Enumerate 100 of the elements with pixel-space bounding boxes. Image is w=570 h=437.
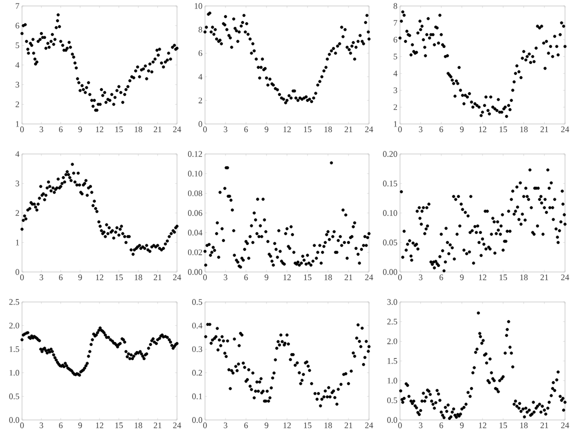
- x-tick-label: 3: [418, 422, 422, 428]
- x-tick-label: 15: [115, 422, 123, 428]
- y-tick-label: 0.12: [188, 151, 202, 157]
- x-tick-label: 3: [224, 126, 228, 132]
- x-tick-label: 6: [244, 274, 248, 280]
- x-tick-label: 0: [20, 274, 24, 280]
- x-tick-label: 18: [324, 126, 332, 132]
- x-tick-label: 9: [78, 274, 82, 280]
- y-tick-label: 4: [393, 70, 398, 76]
- y-tick-label: 5: [394, 54, 398, 60]
- x-tick-label: 12: [96, 126, 104, 132]
- x-tick-label: 15: [304, 274, 312, 280]
- x-tick-label: 24: [173, 274, 182, 280]
- x-tick-label: 15: [500, 126, 508, 132]
- y-tick-label: 0.2: [192, 370, 202, 376]
- y-tick-label: 0.3: [192, 346, 202, 352]
- x-tick-label: 24: [561, 274, 570, 280]
- y-tick-label: 2.5: [387, 318, 398, 325]
- x-tick-label: 3: [40, 422, 44, 428]
- x-tick-label: 18: [520, 274, 528, 280]
- x-tick-label: 21: [344, 274, 352, 280]
- y-tick-label: 1.5: [388, 358, 398, 364]
- x-tick-label: 0: [398, 422, 402, 428]
- x-tick-label: 15: [500, 422, 508, 428]
- x-tick-label: 18: [134, 422, 142, 428]
- y-tick-label: 2: [394, 104, 398, 110]
- x-tick-label: 12: [284, 422, 291, 428]
- y-tick-label: 0.08: [188, 190, 202, 196]
- x-tick-label: 15: [115, 126, 123, 132]
- y-tick-label: 0.0: [192, 417, 202, 423]
- x-tick-label: 24: [365, 422, 374, 428]
- x-tick-label: 3: [418, 274, 422, 280]
- y-tick-label: 2: [16, 102, 20, 108]
- y-tick-label: 0.20: [383, 151, 398, 157]
- x-tick-label: 24: [365, 274, 374, 280]
- x-tick-label: 9: [460, 126, 464, 132]
- y-tick-label: 4: [15, 151, 20, 157]
- x-tick-label: 9: [460, 274, 464, 280]
- x-tick-label: 18: [134, 126, 142, 132]
- y-tick-label: 0.00: [188, 269, 202, 275]
- x-tick-label: 18: [520, 422, 528, 428]
- y-tick-label: 0.15: [383, 180, 398, 186]
- x-tick-label: 15: [304, 126, 312, 132]
- y-tick-label: 10: [194, 3, 202, 9]
- y-tick-label: 0.00: [383, 269, 398, 275]
- y-tick-label: 1: [16, 121, 19, 127]
- x-tick-label: 3: [224, 274, 228, 280]
- x-tick-label: 6: [59, 274, 63, 280]
- x-tick-label: 15: [500, 274, 508, 280]
- x-tick-label: 3: [224, 422, 228, 428]
- y-tick-label: 0.5: [192, 299, 202, 305]
- x-tick-label: 21: [540, 126, 548, 132]
- x-tick-label: 0: [20, 422, 24, 428]
- y-tick-label: 0.4: [192, 322, 202, 328]
- y-tick-label: 0.10: [188, 170, 202, 177]
- y-tick-label: 0.06: [188, 210, 202, 216]
- x-tick-label: 9: [264, 274, 268, 280]
- x-tick-label: 18: [324, 274, 332, 280]
- x-tick-label: 12: [96, 274, 104, 280]
- y-tick-label: 4: [15, 62, 20, 68]
- x-tick-label: 18: [134, 274, 142, 280]
- x-tick-label: 21: [154, 126, 162, 132]
- x-tick-label: 3: [40, 274, 44, 280]
- x-tick-label: 6: [59, 422, 63, 428]
- x-tick-label: 0: [203, 126, 207, 132]
- y-tick-label: 0.02: [188, 249, 202, 256]
- x-tick-label: 12: [284, 274, 291, 280]
- y-tick-label: 2: [198, 98, 202, 104]
- y-tick-label: 0.04: [188, 230, 202, 236]
- y-tick-label: 0.5: [9, 394, 20, 400]
- y-tick-label: 0: [198, 121, 202, 127]
- y-tick-label: 1: [16, 240, 19, 246]
- x-tick-label: 0: [20, 126, 24, 132]
- x-tick-label: 24: [561, 422, 570, 428]
- y-tick-label: 1.5: [10, 346, 20, 352]
- y-tick-label: 0.1: [192, 394, 202, 400]
- x-tick-label: 3: [40, 126, 44, 132]
- x-tick-label: 9: [264, 126, 268, 132]
- x-tick-label: 21: [344, 126, 352, 132]
- x-tick-label: 9: [78, 422, 82, 428]
- x-tick-label: 0: [398, 274, 402, 280]
- y-tick-label: 6: [198, 50, 202, 56]
- y-tick-label: 2.5: [9, 299, 20, 305]
- y-tick-label: 3: [394, 87, 398, 94]
- x-tick-label: 6: [440, 126, 444, 132]
- x-tick-label: 12: [479, 126, 486, 132]
- y-tick-label: 0.10: [383, 210, 398, 216]
- y-tick-label: 1: [394, 121, 397, 127]
- x-tick-label: 6: [59, 126, 63, 132]
- x-tick-label: 21: [540, 422, 548, 428]
- y-tick-label: 4: [198, 74, 202, 80]
- x-tick-label: 0: [398, 126, 402, 132]
- x-tick-label: 9: [264, 422, 268, 428]
- x-tick-label: 9: [460, 422, 464, 428]
- x-tick-label: 6: [440, 422, 444, 428]
- x-tick-label: 21: [540, 274, 548, 280]
- y-tick-label: 0.05: [383, 240, 398, 246]
- x-tick-label: 0: [203, 274, 207, 280]
- x-tick-label: 24: [173, 126, 182, 132]
- x-tick-label: 12: [479, 274, 486, 280]
